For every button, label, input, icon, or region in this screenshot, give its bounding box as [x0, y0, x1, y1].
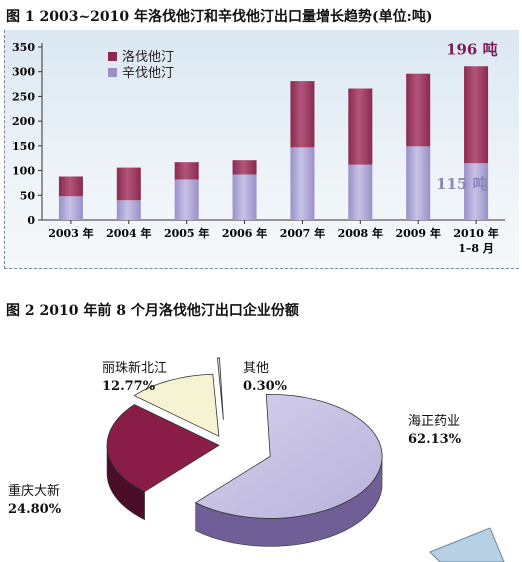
x-tick-label: 2004 年: [106, 226, 151, 240]
x-tick-label: 2007 年: [280, 226, 325, 240]
y-tick-label: 0: [27, 214, 35, 227]
bar-lovastatin: [232, 160, 257, 175]
y-tick-label: 300: [12, 66, 35, 79]
annotation-simvastatin-2010: 115 吨: [436, 175, 488, 193]
bar-simvastatin: [116, 200, 141, 220]
pie-label-name: 丽珠新北江: [102, 360, 167, 376]
bar-chart-panel: [4, 30, 519, 269]
legend-label: 洛伐他汀: [122, 50, 174, 65]
pie-slice-3: [216, 357, 224, 420]
figure2-title: 图 2 2010 年前 8 个月洛伐他汀出口企业份额: [6, 303, 299, 319]
y-tick-label: 200: [12, 115, 35, 128]
pie-label-name: 重庆大新: [8, 483, 60, 499]
legend-swatch: [108, 68, 117, 77]
pie-label-name: 其他: [243, 361, 269, 376]
pie-label-value: 62.13%: [408, 432, 462, 447]
pie-label-value: 24.80%: [8, 502, 62, 517]
bar-simvastatin: [406, 146, 431, 220]
x-tick-label: 2003 年: [48, 226, 93, 240]
y-tick-label: 150: [12, 140, 35, 153]
bar-simvastatin: [232, 174, 257, 220]
bar-simvastatin: [58, 196, 83, 220]
y-tick-label: 50: [20, 189, 36, 202]
pie-label-value: 12.77%: [102, 379, 156, 394]
figure1-title: 图 1 2003~2010 年洛伐他汀和辛伐他汀出口量增长趋势(单位:吨): [6, 9, 433, 25]
pie-label-name: 海正药业: [408, 414, 460, 429]
x-tick-label: 2006 年: [222, 226, 267, 240]
y-tick-label: 250: [12, 90, 35, 103]
bar-simvastatin: [464, 163, 489, 220]
y-tick-label: 100: [12, 165, 35, 178]
bar-simvastatin: [348, 164, 373, 220]
stacked-bar-chart: 0 50 100 150 200 250 300 350 2003 年 2004 年 2005 年 2…: [12, 40, 505, 255]
decorative-shape: [429, 527, 505, 562]
bar-simvastatin: [290, 147, 315, 220]
pie-label-value: 0.30%: [243, 379, 288, 394]
bar-lovastatin: [58, 176, 83, 197]
y-tick-label: 350: [12, 41, 35, 54]
bar-lovastatin: [116, 167, 141, 201]
legend-label: 辛伐他汀: [122, 66, 174, 81]
x-tick-label: 2008 年: [338, 226, 383, 240]
x-tick-label: 2009 年: [395, 226, 440, 240]
pie-slice-2: [133, 373, 220, 437]
annotation-lovastatin-2010: 196 吨: [446, 40, 498, 58]
bar-simvastatin: [174, 179, 199, 220]
bar-lovastatin: [290, 81, 315, 148]
pie-slice-1: [106, 404, 220, 493]
pie-slice-0: [194, 394, 383, 519]
bar-lovastatin: [174, 162, 199, 180]
bar-lovastatin: [348, 88, 373, 165]
x-tick-label: 1–8 月: [458, 242, 494, 255]
legend-swatch: [108, 52, 117, 61]
bar-lovastatin: [464, 66, 489, 164]
bar-lovastatin: [406, 73, 431, 147]
x-tick-label: 2005 年: [164, 226, 209, 240]
x-tick-label: 2010 年: [453, 226, 498, 240]
